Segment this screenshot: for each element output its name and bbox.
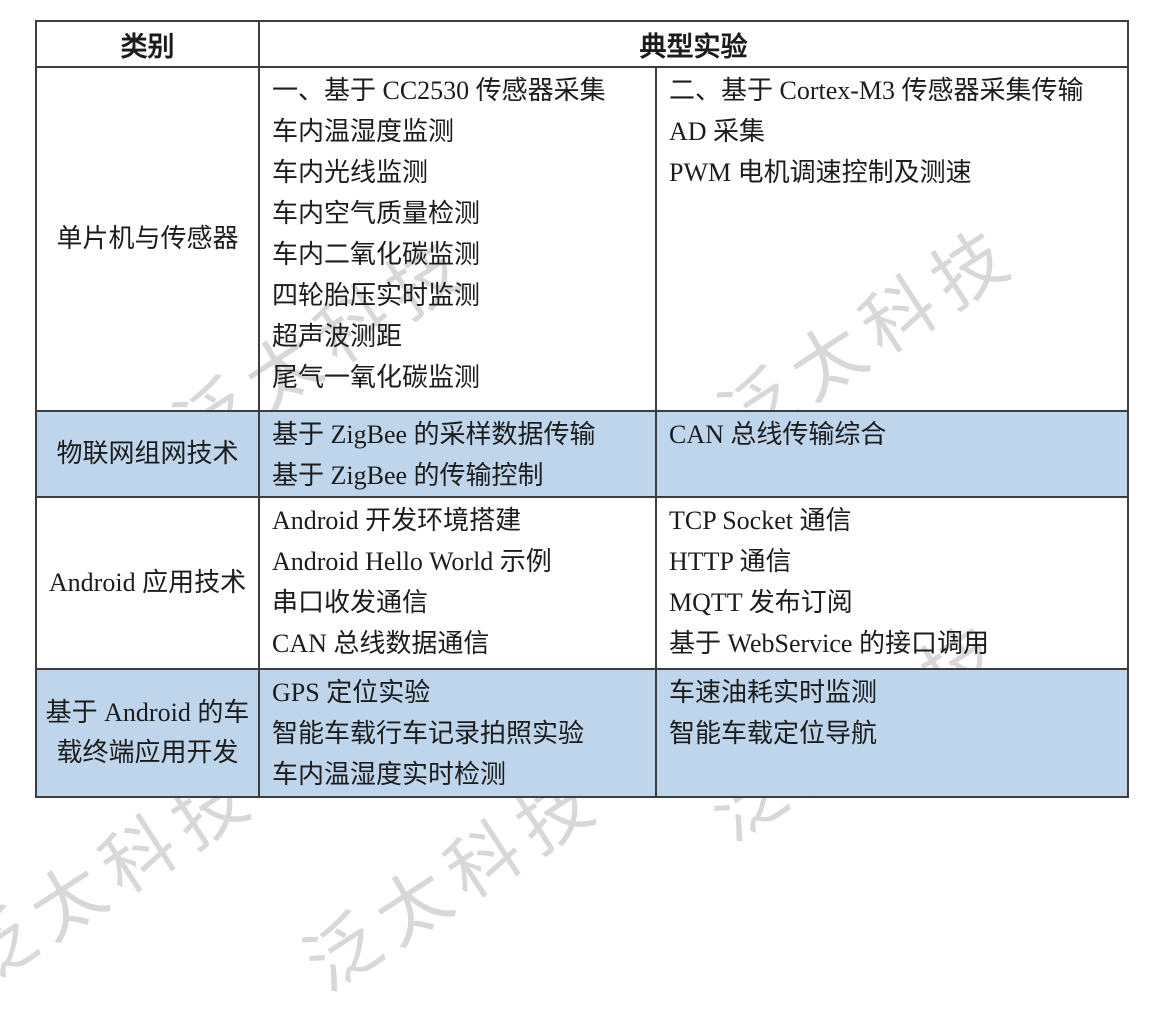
experiment-item: 车内空气质量检测 [272,199,481,228]
category-column-header: 类别 [35,20,260,68]
experiment-item: CAN 总线数据通信 [272,629,490,658]
experiment-item: 基于 ZigBee 的传输控制 [272,461,544,490]
category-label: 单片机与传感器 [56,224,239,253]
experiment-item: 智能车载行车记录拍照实验 [272,719,585,748]
experiment-item: TCP Socket 通信 [669,506,852,535]
experiment-item: 基于 ZigBee 的采样数据传输 [272,420,596,449]
experiment-item: Android 开发环境搭建 [272,506,522,535]
category-cell: 基于 Android 的车载终端应用开发 [35,668,260,798]
experiment-item: 尾气一氧化碳监测 [272,363,481,392]
category-cell: 物联网组网技术 [35,410,260,498]
experiment-item: 车内温湿度监测 [272,117,455,146]
experiment-item: 智能车载定位导航 [669,719,878,748]
category-cell: Android 应用技术 [35,496,260,670]
experiment-item: 车内二氧化碳监测 [272,240,481,269]
experiment-item: 车速油耗实时监测 [669,678,878,707]
experiment-item: Android Hello World 示例 [272,547,552,576]
experiment-item: 四轮胎压实时监测 [272,281,481,310]
experiment-item: MQTT 发布订阅 [669,588,853,617]
experiment-item: 车内温湿度实时检测 [272,760,507,789]
experiment-item: AD 采集 [669,117,766,146]
experiment-item: PWM 电机调速控制及测速 [669,158,972,187]
experiment-item: CAN 总线传输综合 [669,420,887,449]
experiment-item: 车内光线监测 [272,158,429,187]
table-row-android-vehicle-terminal: 基于 Android 的车载终端应用开发 GPS 定位实验 智能车载行车记录拍照… [35,668,1129,798]
experiment-item: 超声波测距 [272,322,403,351]
experiments-table: 类别 典型实验 单片机与传感器 一、基于 CC2530 传感器采集 车内温湿度监… [35,20,1129,798]
experiment-item: HTTP 通信 [669,547,792,576]
experiments-table-wrapper: 类别 典型实验 单片机与传感器 一、基于 CC2530 传感器采集 车内温湿度监… [35,20,1129,798]
table-row-iot-networking: 物联网组网技术 基于 ZigBee 的采样数据传输 基于 ZigBee 的传输控… [35,410,1129,498]
experiment-list-cell: 一、基于 CC2530 传感器采集 车内温湿度监测 车内光线监测 车内空气质量检… [258,66,657,412]
experiment-item: GPS 定位实验 [272,678,431,707]
experiment-list-cell: 车速油耗实时监测 智能车载定位导航 [655,668,1129,798]
category-label: 基于 Android 的车载终端应用开发 [45,698,250,767]
category-header-label: 类别 [120,31,175,62]
experiment-list-cell: Android 开发环境搭建 Android Hello World 示例 串口… [258,496,657,670]
experiment-item: 串口收发通信 [272,588,429,617]
experiments-header-label: 典型实验 [639,31,748,62]
experiment-list-cell: 二、基于 Cortex-M3 传感器采集传输 AD 采集 PWM 电机调速控制及… [655,66,1129,412]
experiment-item: 二、基于 Cortex-M3 传感器采集传输 [669,76,1084,105]
experiment-list-cell: 基于 ZigBee 的采样数据传输 基于 ZigBee 的传输控制 [258,410,657,498]
experiments-column-header: 典型实验 [258,20,1129,68]
experiment-item: 一、基于 CC2530 传感器采集 [272,76,606,105]
table-row-mcu-sensors: 单片机与传感器 一、基于 CC2530 传感器采集 车内温湿度监测 车内光线监测… [35,66,1129,412]
experiment-list-cell: CAN 总线传输综合 [655,410,1129,498]
header-row: 类别 典型实验 [35,20,1129,68]
experiment-list-cell: GPS 定位实验 智能车载行车记录拍照实验 车内温湿度实时检测 [258,668,657,798]
category-label: Android 应用技术 [48,568,247,597]
table-row-android-apps: Android 应用技术 Android 开发环境搭建 Android Hell… [35,496,1129,670]
experiment-item: 基于 WebService 的接口调用 [669,629,989,658]
category-label: 物联网组网技术 [56,439,239,468]
document-page: { "header": { "col1": "类别", "col2": "典型实… [0,20,1129,1007]
experiment-list-cell: TCP Socket 通信 HTTP 通信 MQTT 发布订阅 基于 WebSe… [655,496,1129,670]
category-cell: 单片机与传感器 [35,66,260,412]
